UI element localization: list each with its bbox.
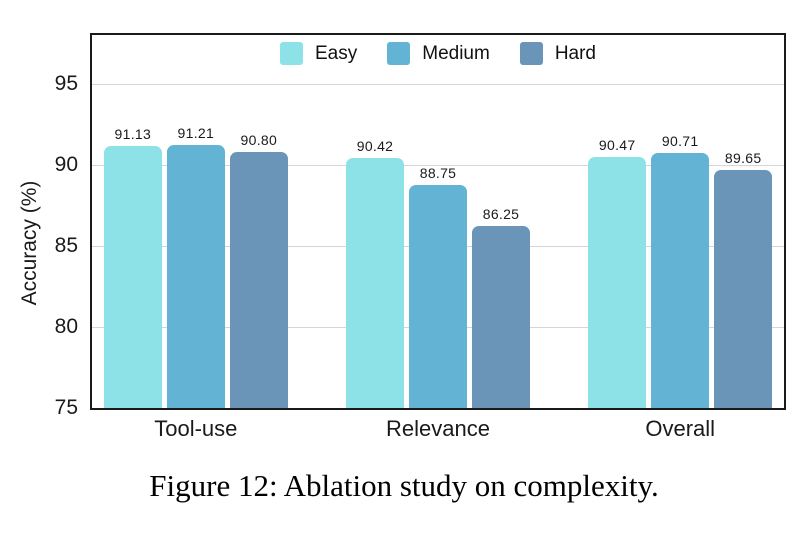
chart-legend: Easy Medium Hard xyxy=(279,42,597,65)
bar-slot: 88.75 xyxy=(409,165,467,408)
legend-entry-medium: Medium xyxy=(387,42,490,65)
bar-value-label: 90.47 xyxy=(598,137,636,154)
bar-hard xyxy=(472,225,530,408)
bar-easy xyxy=(588,157,647,408)
y-tick-label-75: 75 xyxy=(54,396,78,419)
bar-slot: 86.25 xyxy=(472,206,530,408)
bar-group-tool-use: 91.13 91.21 90.80 xyxy=(103,35,288,408)
bar-easy xyxy=(346,157,404,408)
legend-label-medium: Medium xyxy=(422,42,490,64)
bar-medium xyxy=(166,145,225,408)
bar-value-label: 89.65 xyxy=(724,150,762,167)
plot-area: Easy Medium Hard 91.13 91.21 90.80 90.42 88.75… xyxy=(90,33,786,410)
legend-label-hard: Hard xyxy=(554,42,597,64)
bar-slot: 90.47 xyxy=(588,137,647,408)
bar-slot: 91.13 xyxy=(103,126,162,408)
bar-hard xyxy=(714,170,773,408)
bar-group-relevance: 90.42 88.75 86.25 xyxy=(346,35,530,408)
bar-slot: 89.65 xyxy=(714,150,773,408)
x-tick-label-tool-use: Tool-use xyxy=(154,416,238,441)
bar-value-label: 90.42 xyxy=(356,137,394,154)
bar-slot: 91.21 xyxy=(166,125,225,408)
y-tick-label-85: 85 xyxy=(54,233,78,257)
bar-slot: 90.80 xyxy=(229,132,288,408)
y-tick-label-80: 80 xyxy=(54,314,78,338)
figure-caption: Figure 12: Ablation study on complexity. xyxy=(149,468,659,503)
y-tick-label-90: 90 xyxy=(54,152,78,176)
legend-swatch-medium xyxy=(387,42,411,65)
bar-group-overall: 90.47 90.71 89.65 xyxy=(588,35,773,408)
bar-value-label: 91.21 xyxy=(177,125,215,142)
x-tick-label-relevance: Relevance xyxy=(386,416,490,441)
y-tick-label-95: 95 xyxy=(54,71,78,95)
bar-hard xyxy=(229,151,288,408)
bar-value-label: 86.25 xyxy=(482,205,520,222)
legend-entry-easy: Easy xyxy=(279,42,358,65)
bar-value-label: 88.75 xyxy=(419,165,457,182)
bar-value-label: 90.80 xyxy=(240,131,278,148)
bar-easy xyxy=(103,146,162,408)
x-tick-label-overall: Overall xyxy=(645,416,716,441)
gridline-95 xyxy=(92,83,784,85)
bar-medium xyxy=(409,185,467,408)
gridline-90 xyxy=(92,164,784,166)
legend-entry-hard: Hard xyxy=(519,42,597,65)
bar-value-label: 90.71 xyxy=(661,133,699,150)
bar-medium xyxy=(651,153,710,408)
bar-slot: 90.71 xyxy=(651,133,710,408)
bar-chart: Accuracy (%) Easy Medium Hard 91.13 91.21 90… xyxy=(18,33,786,441)
bar-slot: 90.42 xyxy=(346,138,404,408)
legend-swatch-hard xyxy=(519,42,543,65)
bar-value-label: 91.13 xyxy=(114,126,152,143)
legend-label-easy: Easy xyxy=(314,42,358,64)
legend-swatch-easy xyxy=(279,42,303,65)
